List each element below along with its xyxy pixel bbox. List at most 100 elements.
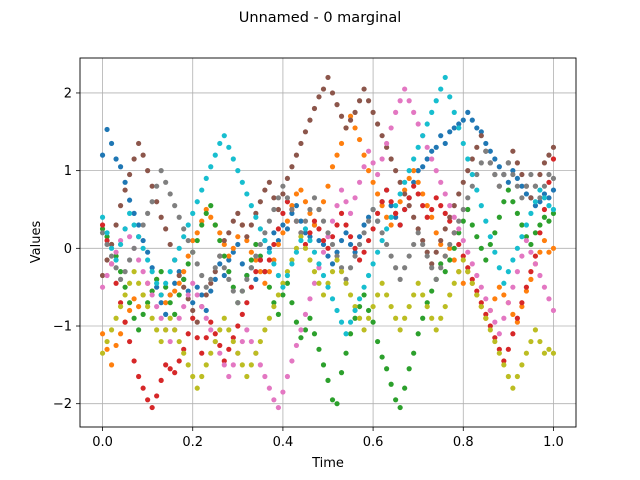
data-point (104, 241, 110, 248)
data-point (149, 269, 155, 275)
data-point (176, 315, 182, 321)
data-point (181, 226, 187, 232)
data-point (167, 315, 173, 321)
data-point (275, 241, 281, 248)
data-point (122, 284, 128, 290)
data-point (460, 206, 466, 213)
data-point (127, 257, 133, 263)
data-point (140, 311, 146, 317)
data-point (334, 152, 340, 158)
data-point (212, 222, 218, 228)
data-point (451, 214, 457, 220)
y-axis-label: Values (29, 221, 44, 264)
data-point (244, 327, 250, 333)
data-point (411, 168, 417, 174)
data-point (320, 362, 327, 368)
data-point (483, 218, 489, 224)
data-point (397, 222, 403, 228)
data-point (343, 276, 349, 282)
data-point (347, 319, 354, 325)
data-point (483, 311, 489, 317)
data-point (456, 226, 462, 232)
data-point (158, 377, 164, 383)
data-point (411, 241, 417, 248)
data-point (325, 245, 331, 251)
data-point (384, 226, 390, 232)
data-point (108, 362, 115, 368)
data-point (108, 253, 115, 259)
data-point (496, 183, 502, 189)
data-point (505, 160, 511, 166)
data-point (420, 191, 426, 197)
data-point (212, 276, 218, 282)
data-point (298, 218, 304, 224)
data-point (113, 222, 119, 228)
data-point (370, 160, 376, 166)
data-point (163, 300, 169, 306)
data-point (343, 230, 349, 236)
data-point (465, 206, 471, 213)
data-point (181, 284, 187, 290)
data-point (411, 214, 417, 220)
data-point (208, 203, 214, 209)
data-point (113, 342, 119, 349)
data-point (266, 249, 272, 255)
data-point (365, 98, 372, 104)
data-point (230, 284, 236, 290)
data-point (275, 206, 281, 213)
data-point (483, 148, 489, 154)
data-point (190, 315, 196, 321)
data-point (257, 253, 263, 259)
data-point (262, 280, 268, 286)
data-point (451, 257, 457, 263)
data-point (532, 327, 539, 333)
data-point (329, 90, 336, 96)
data-point (113, 253, 119, 259)
data-point (397, 191, 403, 197)
data-point (316, 94, 322, 100)
data-point (320, 272, 327, 279)
data-point (266, 284, 272, 290)
data-point (145, 280, 151, 286)
data-point (365, 307, 372, 314)
data-point (325, 280, 331, 286)
data-point (402, 206, 408, 213)
data-point (442, 140, 448, 147)
data-point (388, 199, 394, 205)
data-point (131, 296, 137, 302)
data-point (492, 249, 498, 255)
data-point (257, 241, 263, 248)
data-point (226, 269, 232, 275)
data-point (460, 280, 466, 286)
data-point (492, 338, 498, 345)
data-point (154, 284, 160, 290)
data-point (460, 237, 466, 244)
data-point (528, 249, 534, 255)
data-point (194, 319, 200, 325)
data-point (221, 362, 227, 368)
data-point (266, 245, 272, 251)
data-point (510, 168, 516, 174)
y-tick-label: 0 (64, 242, 72, 257)
data-point (172, 370, 178, 376)
data-point (532, 183, 539, 189)
data-point (122, 319, 128, 325)
data-point (402, 265, 408, 271)
data-point (361, 152, 367, 158)
data-point (379, 199, 385, 205)
data-point (361, 284, 367, 290)
data-point (163, 226, 169, 232)
data-point (329, 397, 336, 403)
data-point (239, 261, 245, 267)
data-point (262, 230, 268, 236)
data-point (370, 206, 376, 213)
data-point (244, 191, 250, 197)
data-point (320, 86, 327, 92)
data-point (113, 257, 119, 263)
data-point (199, 292, 205, 298)
data-point (316, 261, 322, 267)
data-point (145, 397, 151, 403)
data-point (352, 307, 358, 314)
data-point (352, 109, 358, 115)
data-point (320, 199, 327, 205)
